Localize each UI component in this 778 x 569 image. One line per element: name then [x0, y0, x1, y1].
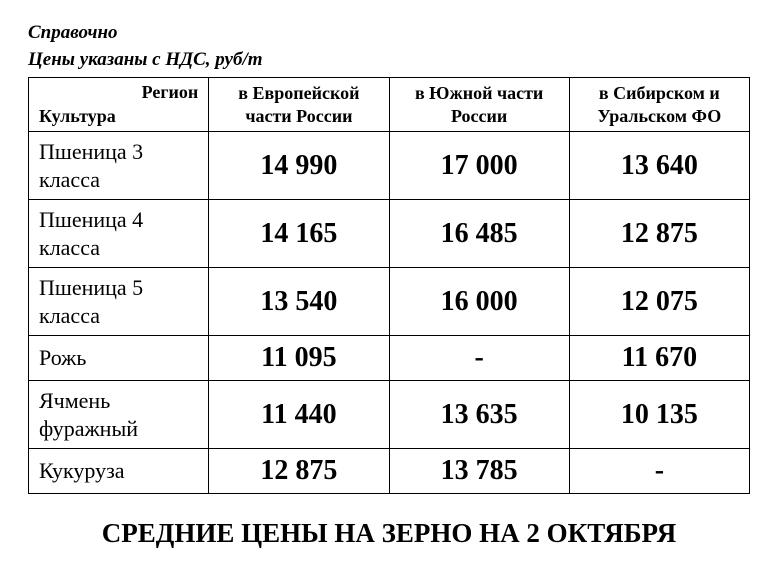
td-price: 10 135 — [569, 381, 749, 449]
td-price: 17 000 — [389, 132, 569, 200]
th-region-1: в Южной части России — [389, 78, 569, 132]
header-line-2: Цены указаны с НДС, руб/т — [28, 47, 750, 74]
td-crop: Рожь — [29, 336, 209, 381]
td-price: 14 165 — [209, 200, 389, 268]
td-price: 13 635 — [389, 381, 569, 449]
table-row: Ячмень фуражный 11 440 13 635 10 135 — [29, 381, 750, 449]
td-price: 11 095 — [209, 336, 389, 381]
td-price: 13 540 — [209, 268, 389, 336]
td-price: 12 075 — [569, 268, 749, 336]
table-body: Пшеница 3 класса 14 990 17 000 13 640 Пш… — [29, 132, 750, 494]
header-line-1: Справочно — [28, 20, 750, 47]
table-header-row: Регион Культура в Европейской части Росс… — [29, 78, 750, 132]
td-price: 16 000 — [389, 268, 569, 336]
table-row: Пшеница 4 класса 14 165 16 485 12 875 — [29, 200, 750, 268]
corner-label-top: Регион — [142, 82, 199, 103]
td-crop: Пшеница 5 класса — [29, 268, 209, 336]
td-price: 12 875 — [209, 449, 389, 494]
table-row: Пшеница 3 класса 14 990 17 000 13 640 — [29, 132, 750, 200]
td-crop: Пшеница 4 класса — [29, 200, 209, 268]
td-price: 16 485 — [389, 200, 569, 268]
table-row: Кукуруза 12 875 13 785 - — [29, 449, 750, 494]
td-crop: Ячмень фуражный — [29, 381, 209, 449]
td-price: 11 670 — [569, 336, 749, 381]
td-price: 12 875 — [569, 200, 749, 268]
td-price: 13 785 — [389, 449, 569, 494]
footer-title: СРЕДНИЕ ЦЕНЫ НА ЗЕРНО НА 2 ОКТЯБРЯ — [28, 518, 750, 549]
th-corner: Регион Культура — [29, 78, 209, 132]
table-row: Пшеница 5 класса 13 540 16 000 12 075 — [29, 268, 750, 336]
table-row: Рожь 11 095 - 11 670 — [29, 336, 750, 381]
td-crop: Пшеница 3 класса — [29, 132, 209, 200]
th-region-2: в Сибирском и Уральском ФО — [569, 78, 749, 132]
corner-label-bottom: Культура — [39, 106, 116, 127]
td-price: 14 990 — [209, 132, 389, 200]
th-region-0: в Европейской части России — [209, 78, 389, 132]
td-price: - — [569, 449, 749, 494]
price-table: Регион Культура в Европейской части Росс… — [28, 77, 750, 494]
td-price: - — [389, 336, 569, 381]
td-crop: Кукуруза — [29, 449, 209, 494]
td-price: 11 440 — [209, 381, 389, 449]
td-price: 13 640 — [569, 132, 749, 200]
